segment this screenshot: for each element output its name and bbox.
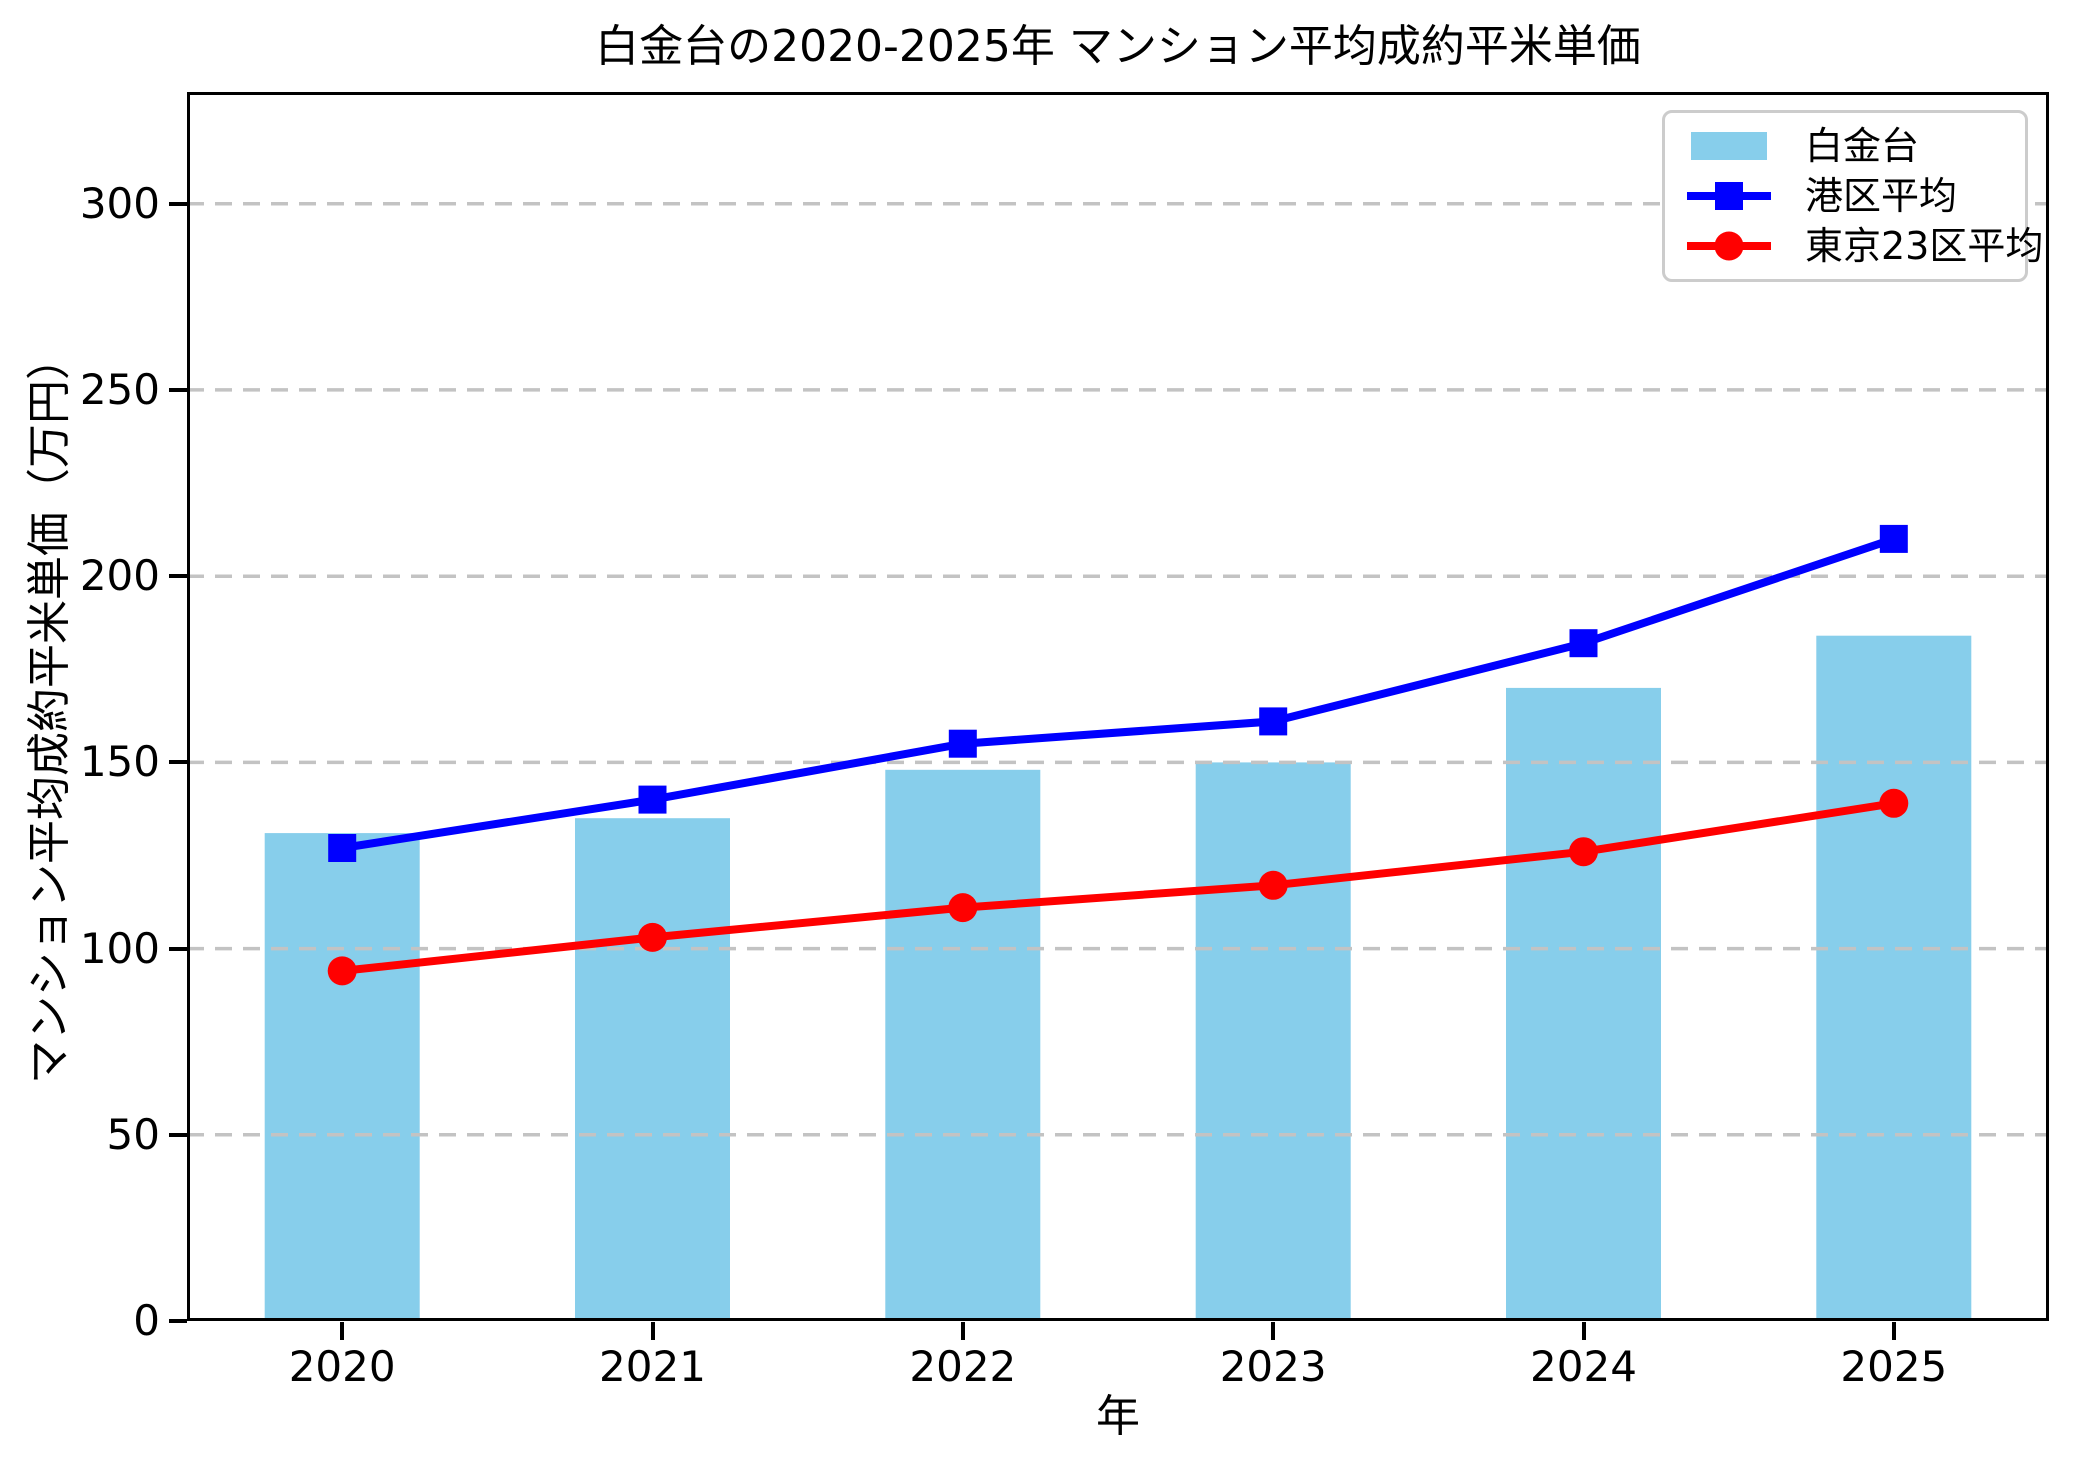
chart-svg [187, 92, 2049, 1321]
y-tick-label-200: 200 [79, 551, 160, 601]
square-marker-icon [1715, 182, 1743, 210]
legend-item-tokyo23-avg: 東京23区平均 [1665, 224, 2043, 268]
plot-frame [187, 92, 2049, 1321]
x-tick-mark [650, 1322, 655, 1340]
x-tick-mark [960, 1322, 965, 1340]
y-tick-label-50: 50 [106, 1109, 160, 1159]
legend-bar-swatch-area [1679, 128, 1779, 164]
x-tick-mark [1891, 1322, 1896, 1340]
x-tick-mark [340, 1322, 345, 1340]
y-tick-label-250: 250 [79, 364, 160, 414]
y-tick-mark [169, 574, 187, 579]
marker-港区平均-2020 [328, 834, 357, 862]
circle-marker-icon [1714, 231, 1744, 261]
y-tick-mark [169, 1319, 187, 1323]
marker-港区平均-2023 [1259, 707, 1288, 736]
x-tick-label-2024: 2024 [1530, 1342, 1637, 1391]
x-tick-mark [1581, 1322, 1586, 1340]
y-tick-mark [169, 201, 187, 206]
marker-港区平均-2024 [1569, 629, 1598, 658]
marker-港区平均-2025 [1879, 524, 1908, 553]
x-tick-label-2023: 2023 [1219, 1342, 1327, 1391]
legend-item-shirokanedai: 白金台 [1665, 124, 2025, 168]
legend-line-square-swatch [1687, 182, 1771, 210]
marker-港区平均-2021 [638, 785, 667, 814]
y-tick-label-300: 300 [79, 178, 160, 228]
y-tick-label-150: 150 [79, 737, 160, 787]
x-tick-label-2021: 2021 [599, 1342, 706, 1391]
legend-label-minato-avg: 港区平均 [1805, 174, 1958, 218]
y-tick-mark [169, 1132, 187, 1137]
line-港区平均 [341, 535, 1896, 852]
y-tick-label-100: 100 [79, 923, 160, 973]
bar-2022 [885, 769, 1041, 1321]
line-東京23区平均 [341, 799, 1895, 975]
y-tick-mark [169, 946, 187, 951]
y-tick-mark [169, 387, 187, 392]
bar-2020 [264, 833, 420, 1321]
y-tick-label-0: 0 [133, 1296, 160, 1345]
bar-2023 [1195, 762, 1351, 1321]
chart-title: 白金台の2020-2025年 マンション平均成約平米単価 [595, 21, 1641, 72]
legend-line-circle-swatch-area [1679, 228, 1779, 264]
y-axis-label: マンション平均成約平米単価（万円） [24, 336, 75, 1084]
bar-2025 [1816, 635, 1972, 1321]
marker-港区平均-2022 [948, 729, 977, 758]
marker-東京23区平均-2024 [1569, 837, 1598, 867]
plot-area [187, 92, 2049, 1321]
legend-label-shirokanedai: 白金台 [1805, 124, 1920, 168]
x-tick-label-2025: 2025 [1840, 1342, 1948, 1391]
marker-東京23区平均-2021 [638, 922, 667, 952]
legend: 白金台 港区平均 東京23区平均 [1662, 110, 2043, 282]
marker-東京23区平均-2025 [1879, 788, 1909, 818]
bar-2021 [575, 818, 730, 1321]
x-tick-label-2020: 2020 [288, 1342, 396, 1391]
legend-label-tokyo23-avg: 東京23区平均 [1805, 224, 2044, 268]
x-axis-label: 年 [1096, 1391, 1140, 1442]
legend-line-circle-swatch [1687, 231, 1771, 261]
legend-item-minato-avg: 港区平均 [1665, 174, 2025, 218]
marker-東京23区平均-2022 [948, 893, 978, 923]
marker-東京23区平均-2023 [1258, 870, 1288, 900]
x-tick-mark [1271, 1322, 1276, 1340]
y-tick-mark [169, 760, 187, 765]
legend-bar-swatch [1691, 132, 1767, 160]
x-tick-label-2022: 2022 [909, 1342, 1017, 1391]
marker-東京23区平均-2020 [327, 956, 357, 986]
legend-line-square-swatch-area [1679, 178, 1779, 214]
bar-2024 [1506, 687, 1661, 1321]
